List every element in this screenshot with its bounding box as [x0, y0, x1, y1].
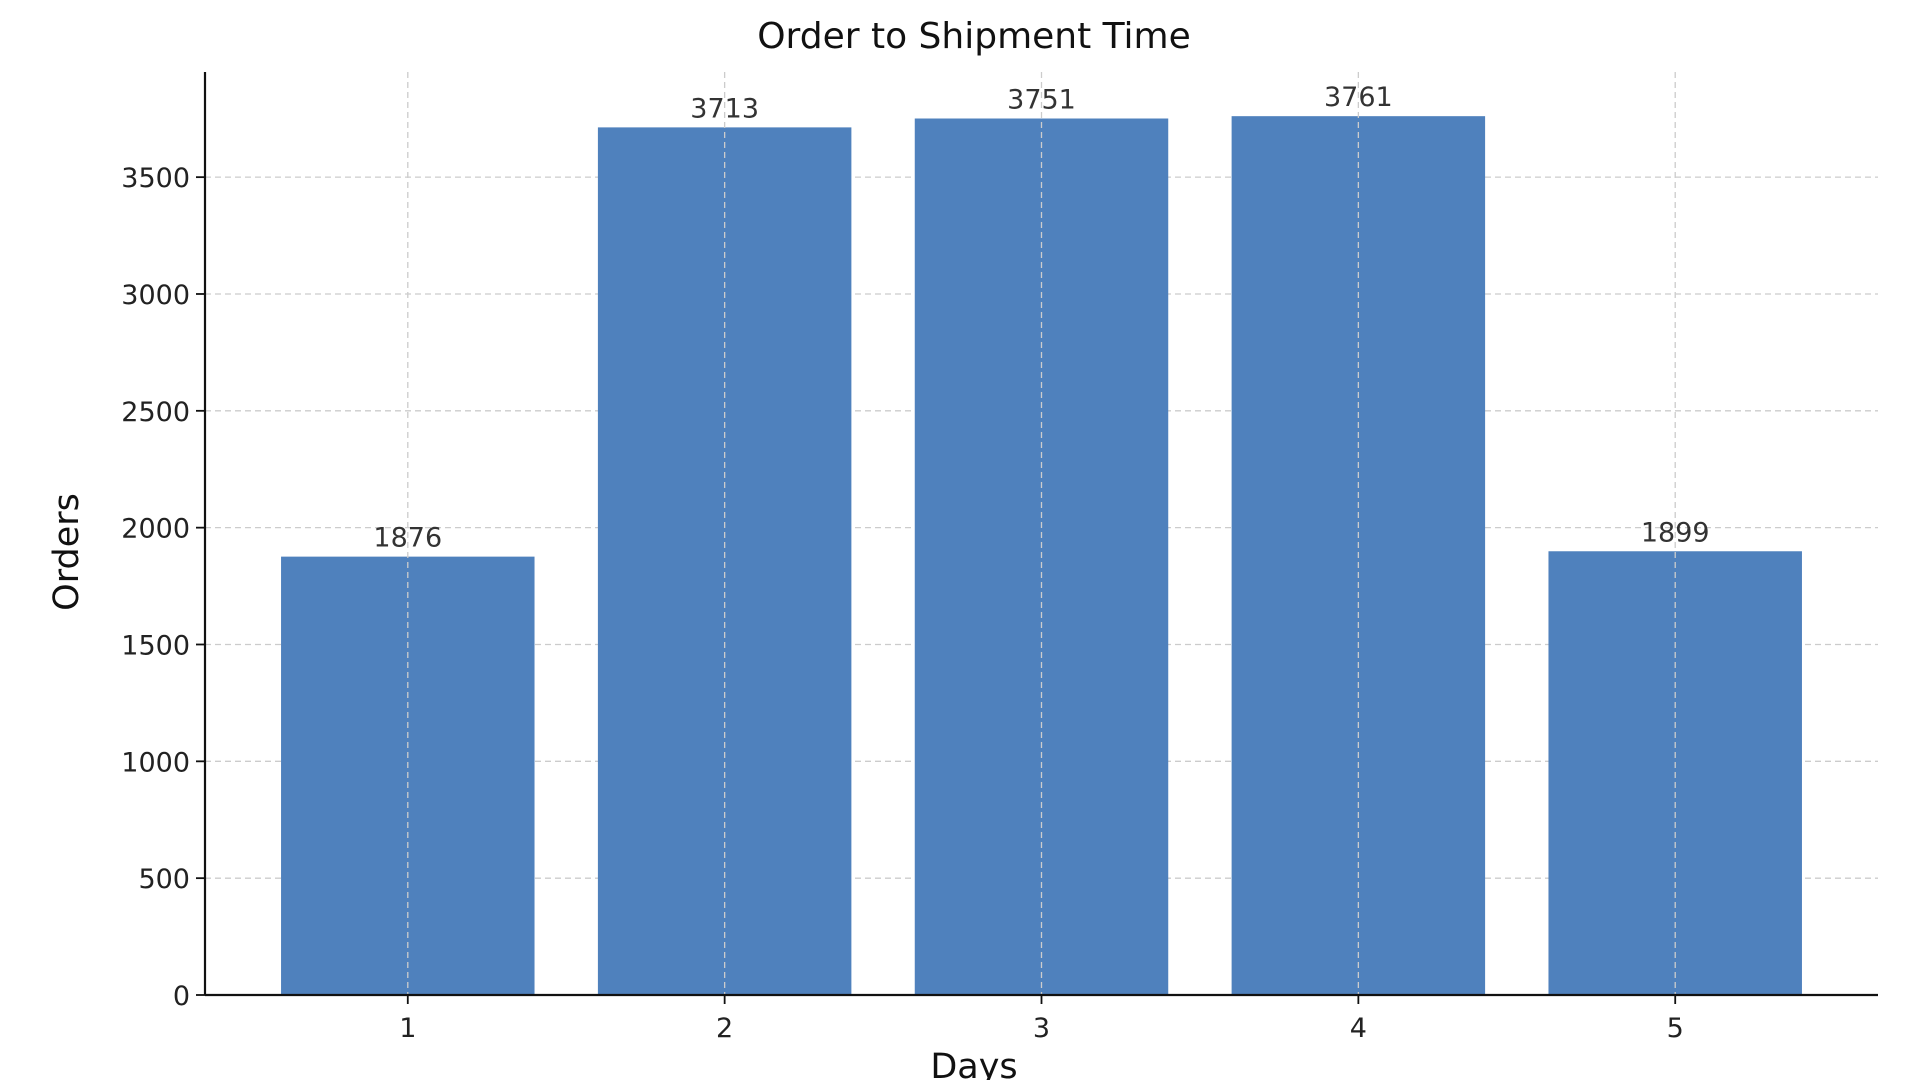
y-tick-label: 0 — [173, 981, 190, 1012]
x-tick-label: 4 — [1350, 1013, 1367, 1044]
x-axis-label: Days — [930, 1047, 1017, 1080]
y-tick-label: 3500 — [121, 163, 190, 194]
bar-value-label: 3751 — [1007, 85, 1076, 116]
y-tick-label: 2000 — [121, 514, 190, 545]
y-tick-label: 2500 — [121, 397, 190, 428]
bar-value-label: 3713 — [690, 93, 759, 124]
chart-title: Order to Shipment Time — [757, 16, 1191, 57]
y-tick-label: 1000 — [121, 747, 190, 778]
bar-value-label: 3761 — [1324, 82, 1393, 113]
bar-value-label: 1876 — [373, 523, 442, 554]
x-tick-label: 3 — [1033, 1013, 1050, 1044]
x-tick-label: 2 — [716, 1013, 733, 1044]
axes-layer — [196, 72, 1878, 1004]
y-tick-label: 1500 — [121, 630, 190, 661]
y-axis-label: Orders — [47, 493, 87, 611]
y-tick-label: 3000 — [121, 280, 190, 311]
bar-value-label: 1899 — [1641, 517, 1710, 548]
bar — [597, 127, 852, 995]
y-tick-label: 500 — [138, 864, 190, 895]
bars-layer — [281, 72, 1802, 996]
labels-layer: 0 500 1000 1500 2000 2500 3000 3500 1 1876 2 3713 3 3… — [121, 82, 1709, 1044]
x-tick-label: 5 — [1667, 1013, 1684, 1044]
x-tick-label: 1 — [399, 1013, 416, 1044]
